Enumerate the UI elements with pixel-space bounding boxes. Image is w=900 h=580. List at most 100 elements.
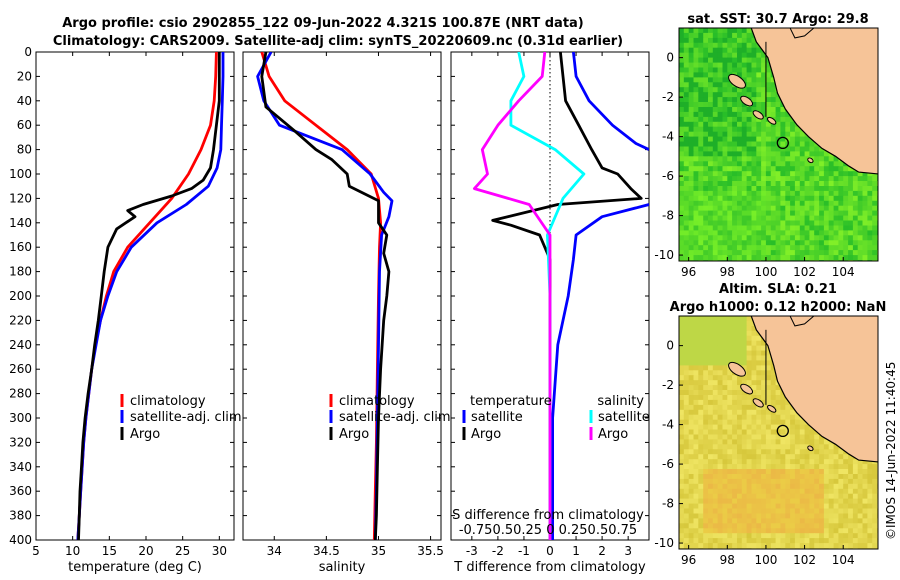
heatmap-cell <box>679 97 685 103</box>
heatmap-cell <box>741 518 748 524</box>
heatmap-cell <box>732 464 738 470</box>
heatmap-cell <box>741 181 748 187</box>
heatmap-cell <box>828 186 835 192</box>
heatmap-cell <box>693 136 699 143</box>
heatmap-cell <box>703 92 709 98</box>
heatmap-cell <box>780 121 786 128</box>
heatmap-cell <box>746 126 752 133</box>
heatmap-cell <box>819 146 825 152</box>
heatmap-cell <box>741 240 748 246</box>
heatmap-cell <box>712 87 719 93</box>
heatmap-cell <box>780 528 786 534</box>
heatmap-cell <box>712 543 719 549</box>
heatmap-cell <box>828 449 835 455</box>
heatmap-cell <box>843 478 849 485</box>
heatmap-cell <box>867 493 873 500</box>
heatmap-cell <box>679 215 685 222</box>
y-tick-label: 180 <box>9 265 32 279</box>
heatmap-cell <box>737 474 743 480</box>
heatmap-cell <box>727 419 733 426</box>
heatmap-cell <box>693 121 699 128</box>
heatmap-cell <box>780 424 786 431</box>
heatmap-cell <box>872 493 878 500</box>
heatmap-cell <box>819 190 825 197</box>
heatmap-cell <box>765 171 772 177</box>
heatmap-cell <box>698 513 704 519</box>
heatmap-cell <box>688 146 695 152</box>
heatmap-cell <box>737 121 743 128</box>
heatmap-cell <box>712 478 719 485</box>
heatmap-cell <box>828 488 835 495</box>
heatmap-cell <box>785 488 791 495</box>
heatmap-cell <box>741 483 748 490</box>
heatmap-cell <box>751 141 757 147</box>
heatmap-cell <box>872 245 878 251</box>
heatmap-cell <box>780 186 786 192</box>
heatmap-cell <box>857 186 864 192</box>
heatmap-cell <box>790 235 796 241</box>
heatmap-cell <box>809 146 815 152</box>
heatmap-cell <box>761 156 767 162</box>
heatmap-cell <box>765 215 772 222</box>
heatmap-cell <box>756 543 762 549</box>
heatmap-cell <box>770 498 777 505</box>
heatmap-cell <box>693 57 699 64</box>
heatmap-cell <box>775 493 781 500</box>
heatmap-cell <box>770 205 777 212</box>
heatmap-cell <box>761 454 767 460</box>
heatmap-cell <box>703 414 709 421</box>
heatmap-cell <box>683 240 690 246</box>
heatmap-cell <box>703 375 709 381</box>
heatmap-cell <box>717 488 723 495</box>
heatmap-cell <box>717 32 723 39</box>
heatmap-cell <box>857 528 864 534</box>
heatmap-cell <box>775 409 781 416</box>
heatmap-cell <box>688 360 695 366</box>
heatmap-cell <box>804 166 810 172</box>
heatmap-cell <box>823 498 830 505</box>
y-tick-label: 0 <box>666 339 674 353</box>
heatmap-cell <box>765 464 772 470</box>
heatmap-cell <box>722 77 728 83</box>
heatmap-cell <box>679 493 685 500</box>
heatmap-cell <box>722 166 728 172</box>
heatmap-cell <box>785 454 791 460</box>
heatmap-cell <box>683 419 690 426</box>
heatmap-cell <box>823 186 830 192</box>
heatmap-cell <box>785 151 791 157</box>
heatmap-cell <box>708 255 714 261</box>
heatmap-cell <box>727 176 733 182</box>
heatmap-cell <box>717 186 723 192</box>
heatmap-cell <box>717 390 723 396</box>
heatmap-cell <box>761 121 767 128</box>
heatmap-cell <box>698 404 704 411</box>
heatmap-cell <box>756 493 762 500</box>
heatmap-cell <box>833 523 839 529</box>
heatmap-cell <box>785 146 791 152</box>
heatmap-cell <box>770 390 777 396</box>
heatmap-cell <box>737 57 743 64</box>
heatmap-cell <box>819 235 825 241</box>
heatmap-cell <box>848 166 854 172</box>
heatmap-cell <box>819 215 825 222</box>
heatmap-cell <box>703 210 709 217</box>
heatmap-cell <box>693 220 699 226</box>
heatmap-cell <box>765 87 772 93</box>
heatmap-cell <box>683 28 690 34</box>
heatmap-cell <box>712 454 719 460</box>
heatmap-cell <box>751 250 757 256</box>
heatmap-cell <box>698 166 704 172</box>
heatmap-cell <box>770 141 777 147</box>
heatmap-cell <box>679 320 685 327</box>
heatmap-cell <box>770 543 777 549</box>
heatmap-cell <box>717 126 723 133</box>
heatmap-cell <box>683 176 690 182</box>
heatmap-cell <box>688 399 695 406</box>
heatmap-cell <box>688 498 695 505</box>
heatmap-cell <box>727 424 733 431</box>
heatmap-cell <box>722 434 728 440</box>
heatmap-cell <box>756 439 762 445</box>
heatmap-cell <box>712 255 719 261</box>
land-mass <box>789 316 815 327</box>
heatmap-cell <box>746 404 752 411</box>
